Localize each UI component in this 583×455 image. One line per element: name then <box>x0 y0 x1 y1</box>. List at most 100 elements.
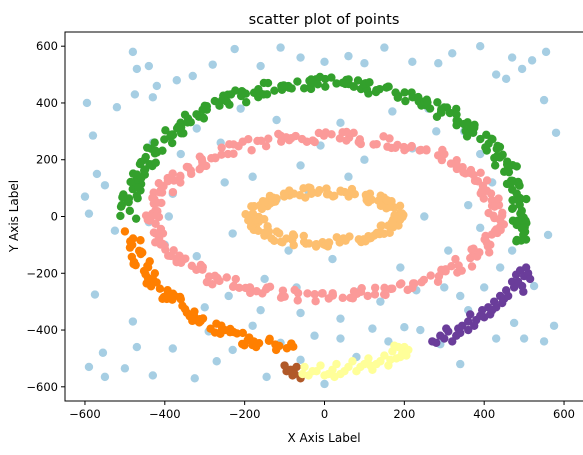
scatter-point <box>490 202 499 211</box>
scatter-point <box>357 283 366 293</box>
scatter-point <box>434 59 443 68</box>
scatter-point <box>256 305 265 315</box>
scatter-point <box>220 178 229 187</box>
scatter-point <box>508 204 517 214</box>
scatter-point <box>188 71 197 81</box>
scatter-point <box>454 261 463 270</box>
scatter-point <box>318 289 327 298</box>
scatter-point <box>503 291 513 301</box>
scatter-point <box>275 229 284 238</box>
scatter-point <box>527 56 537 65</box>
scatter-point <box>192 124 201 133</box>
scatter-point <box>251 342 261 352</box>
scatter-point <box>512 162 521 171</box>
y-tick-label: 600 <box>36 39 58 53</box>
y-axis: −600 −400 −200 0 200 400 600 <box>26 39 65 394</box>
scatter-point <box>360 59 369 68</box>
scatter-point <box>136 236 145 245</box>
scatter-point <box>160 241 169 251</box>
scatter-point <box>279 81 289 90</box>
scatter-point <box>322 190 332 199</box>
scatter-point <box>341 236 350 245</box>
scatter-point <box>321 128 330 137</box>
scatter-point <box>490 161 500 170</box>
scatter-point <box>448 337 457 346</box>
scatter-point <box>296 161 305 170</box>
scatter-point <box>293 296 302 305</box>
scatter-point <box>515 181 524 190</box>
scatter-point <box>440 283 449 292</box>
scatter-point <box>551 128 561 137</box>
scatter-point <box>476 311 485 321</box>
scatter-point <box>464 200 473 210</box>
scatter-point <box>128 169 138 178</box>
scatter-point <box>84 362 94 372</box>
chart-title: scatter plot of points <box>249 12 400 28</box>
scatter-point <box>476 168 485 177</box>
scatter-point <box>432 127 441 136</box>
scatter-point <box>315 186 324 195</box>
scatter-point <box>260 215 269 224</box>
scatter-point <box>82 98 92 108</box>
scatter-point <box>349 128 358 138</box>
scatter-point <box>445 108 455 118</box>
scatter-point <box>370 290 380 299</box>
scatter-point <box>180 304 190 314</box>
scatter-point <box>476 149 485 159</box>
scatter-point <box>167 130 176 139</box>
scatter-point <box>379 132 388 141</box>
scatter-point <box>364 354 373 363</box>
scatter-point <box>293 288 303 298</box>
scatter-point <box>529 281 539 291</box>
scatter-point <box>207 154 216 163</box>
scatter-point <box>126 237 135 246</box>
scatter-point <box>370 283 380 292</box>
scatter-point <box>303 289 312 298</box>
scatter-point <box>120 364 130 373</box>
scatter-point <box>340 367 349 376</box>
scatter-point <box>491 70 501 79</box>
scatter-point <box>222 97 232 106</box>
scatter-point <box>270 86 279 95</box>
scatter-point <box>150 138 159 147</box>
scatter-point <box>330 372 339 382</box>
scatter-point <box>132 342 142 352</box>
scatter-point <box>320 57 329 66</box>
scatter-point <box>396 263 405 272</box>
scatter-point <box>466 310 475 319</box>
scatter-point <box>126 177 135 187</box>
scatter-point <box>338 293 347 303</box>
scatter-point <box>403 285 412 295</box>
scatter-point <box>142 143 152 152</box>
scatter-point <box>368 324 377 333</box>
scatter-point <box>390 341 399 350</box>
scatter-point <box>307 189 316 199</box>
scatter-point <box>380 43 389 52</box>
scatter-point <box>260 228 270 238</box>
x-tick-label: 200 <box>393 407 415 421</box>
scatter-point <box>168 187 178 197</box>
scatter-point <box>296 53 305 62</box>
scatter-point <box>141 152 150 162</box>
scatter-point <box>225 140 234 149</box>
scatter-point <box>456 291 465 301</box>
scatter-point <box>502 179 512 189</box>
scatter-point <box>242 98 251 107</box>
scatter-point <box>497 211 507 220</box>
scatter-point <box>280 361 289 370</box>
scatter-point <box>137 173 146 183</box>
scatter-point <box>293 77 302 86</box>
scatter-point <box>335 134 345 143</box>
scatter-point <box>80 192 90 201</box>
scatter-point <box>433 98 442 107</box>
scatter-point <box>148 93 158 102</box>
scatter-point <box>288 230 298 239</box>
scatter-point <box>300 362 309 372</box>
scatter-point <box>539 95 549 105</box>
scatter-point <box>509 318 519 328</box>
scatter-point <box>228 345 237 355</box>
scatter-point <box>422 145 431 154</box>
scatter-point <box>513 216 522 226</box>
scatter-point <box>360 155 369 164</box>
scatter-point <box>417 278 426 287</box>
